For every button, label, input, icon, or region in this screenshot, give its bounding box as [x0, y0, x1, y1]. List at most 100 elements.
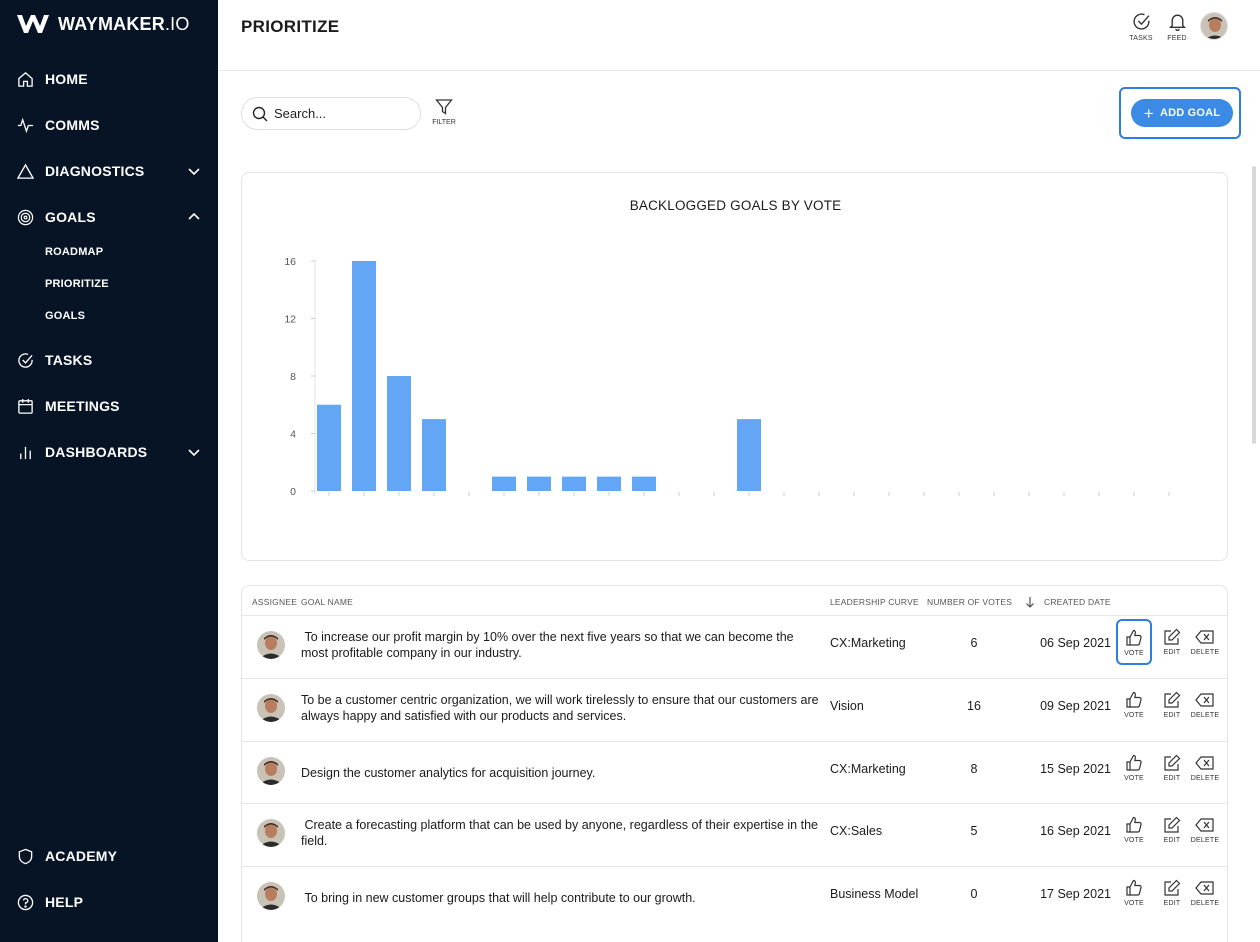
assignee-avatar[interactable]	[257, 694, 285, 722]
backspace-delete-icon	[1195, 693, 1214, 707]
edit-label: EDIT	[1163, 712, 1181, 719]
user-avatar[interactable]	[1200, 12, 1228, 40]
created-date: 16 Sep 2021	[1040, 824, 1111, 838]
table-row[interactable]: To be a customer centric organization, w…	[242, 678, 1227, 741]
person-photo-icon	[257, 882, 285, 910]
goal-name[interactable]: Create a forecasting platform that can b…	[301, 818, 822, 848]
chevron-down-icon[interactable]	[186, 444, 202, 460]
assignee-avatar[interactable]	[257, 631, 285, 659]
goal-name[interactable]: To increase our profit margin by 10% ove…	[301, 630, 798, 660]
sort-arrow-down-icon[interactable]	[1025, 596, 1035, 608]
edit-button[interactable]: EDIT	[1154, 879, 1190, 925]
backspace-delete-icon	[1195, 756, 1214, 770]
table-row[interactable]: To bring in new customer groups that wil…	[242, 866, 1227, 929]
search-box[interactable]	[241, 97, 421, 130]
edit-button[interactable]: EDIT	[1154, 628, 1190, 674]
chart-bar[interactable]	[562, 476, 586, 491]
chart-bar[interactable]	[352, 261, 376, 491]
chart-bar[interactable]	[527, 476, 551, 491]
table-row[interactable]: Create a forecasting platform that can b…	[242, 803, 1227, 866]
sidebar-item-label: DASHBOARDS	[45, 444, 148, 460]
pulse-icon	[16, 116, 34, 134]
edit-button[interactable]: EDIT	[1154, 754, 1190, 800]
filter-button[interactable]: FILTER	[432, 98, 456, 132]
check-circle-icon	[16, 351, 34, 369]
main-scrollbar[interactable]	[1252, 166, 1256, 444]
vote-label: VOTE	[1124, 712, 1144, 719]
chart-bar[interactable]	[317, 404, 341, 491]
header-goal-name[interactable]: GOAL NAME	[301, 597, 354, 607]
chevron-down-icon[interactable]	[186, 163, 202, 179]
delete-button[interactable]: DELETE	[1187, 816, 1223, 862]
tasks-button[interactable]: TASKS	[1126, 12, 1156, 44]
table-row[interactable]: Design the customer analytics for acquis…	[242, 741, 1227, 804]
chart-bar[interactable]	[387, 376, 411, 491]
plus-icon: +	[1143, 103, 1154, 123]
goal-name[interactable]: To be a customer centric organization, w…	[301, 693, 823, 723]
sidebar-item-goals[interactable]: GOALS	[16, 205, 206, 229]
edit-button[interactable]: EDIT	[1154, 691, 1190, 737]
feed-button[interactable]: FEED	[1162, 12, 1192, 44]
chart-bar[interactable]	[422, 419, 446, 491]
chart-bar[interactable]	[737, 419, 761, 491]
goal-name[interactable]: To bring in new customer groups that wil…	[301, 891, 696, 905]
sidebar-subitem-goals[interactable]: GOALS	[45, 310, 86, 322]
delete-button[interactable]: DELETE	[1187, 628, 1223, 674]
sidebar-item-academy[interactable]: ACADEMY	[16, 844, 206, 868]
vote-label: VOTE	[1124, 650, 1144, 657]
person-photo-icon	[1201, 13, 1227, 39]
y-tick-label: 0	[290, 486, 296, 498]
search-icon	[252, 106, 268, 121]
tasks-label: TASKS	[1129, 35, 1153, 42]
delete-button[interactable]: DELETE	[1187, 879, 1223, 925]
sidebar-item-dashboards[interactable]: DASHBOARDS	[16, 440, 206, 464]
vote-label: VOTE	[1124, 775, 1144, 782]
sidebar-subitem-prioritize[interactable]: PRIORITIZE	[45, 278, 109, 290]
edit-button[interactable]: EDIT	[1154, 816, 1190, 862]
y-tick-label: 8	[290, 371, 296, 383]
person-photo-icon	[257, 694, 285, 722]
search-input[interactable]	[274, 106, 414, 121]
vote-button[interactable]: VOTE	[1116, 619, 1152, 665]
add-goal-button[interactable]: + ADD GOAL	[1131, 99, 1233, 127]
delete-button[interactable]: DELETE	[1187, 691, 1223, 737]
chevron-up-icon[interactable]	[186, 209, 202, 225]
sidebar-item-label: HOME	[45, 71, 88, 87]
chart-bar[interactable]	[632, 476, 656, 491]
sidebar-item-meetings[interactable]: MEETINGS	[16, 394, 206, 418]
vote-button[interactable]: VOTE	[1116, 879, 1152, 925]
vote-button[interactable]: VOTE	[1116, 816, 1152, 862]
table-row[interactable]: To increase our profit margin by 10% ove…	[242, 615, 1227, 678]
feed-label: FEED	[1167, 35, 1187, 42]
vote-button[interactable]: VOTE	[1116, 691, 1152, 737]
sidebar-item-home[interactable]: HOME	[16, 67, 206, 91]
assignee-avatar[interactable]	[257, 882, 285, 910]
vote-button[interactable]: VOTE	[1116, 754, 1152, 800]
vote-count: 0	[970, 887, 978, 901]
sidebar-item-help[interactable]: HELP	[16, 890, 206, 914]
sidebar-item-diagnostics[interactable]: DIAGNOSTICS	[16, 159, 206, 183]
vote-label: VOTE	[1124, 837, 1144, 844]
person-photo-icon	[257, 631, 285, 659]
person-photo-icon	[257, 757, 285, 785]
sidebar-item-comms[interactable]: COMMS	[16, 113, 206, 137]
brand-logo[interactable]: WAYMAKER.IO	[16, 13, 190, 35]
delete-label: DELETE	[1190, 649, 1220, 656]
edit-icon	[1164, 816, 1181, 833]
sidebar-item-label: TASKS	[45, 352, 93, 368]
filter-label: FILTER	[432, 119, 456, 126]
header-number-of-votes[interactable]: NUMBER OF VOTES	[927, 597, 1013, 607]
chart-bar[interactable]	[597, 476, 621, 491]
header-created-date[interactable]: CREATED DATE	[1044, 597, 1111, 607]
header-leadership-curve[interactable]: LEADERSHIP CURVE	[830, 597, 919, 607]
add-goal-focus-ring: + ADD GOAL	[1119, 87, 1241, 139]
assignee-avatar[interactable]	[257, 819, 285, 847]
chart-bar[interactable]	[492, 476, 516, 491]
sidebar-subitem-roadmap[interactable]: ROADMAP	[45, 246, 104, 258]
sidebar-item-label: MEETINGS	[45, 398, 120, 414]
shield-icon	[16, 847, 34, 865]
assignee-avatar[interactable]	[257, 757, 285, 785]
sidebar-item-tasks[interactable]: TASKS	[16, 348, 206, 372]
delete-button[interactable]: DELETE	[1187, 754, 1223, 800]
goal-name[interactable]: Design the customer analytics for acquis…	[301, 766, 596, 780]
